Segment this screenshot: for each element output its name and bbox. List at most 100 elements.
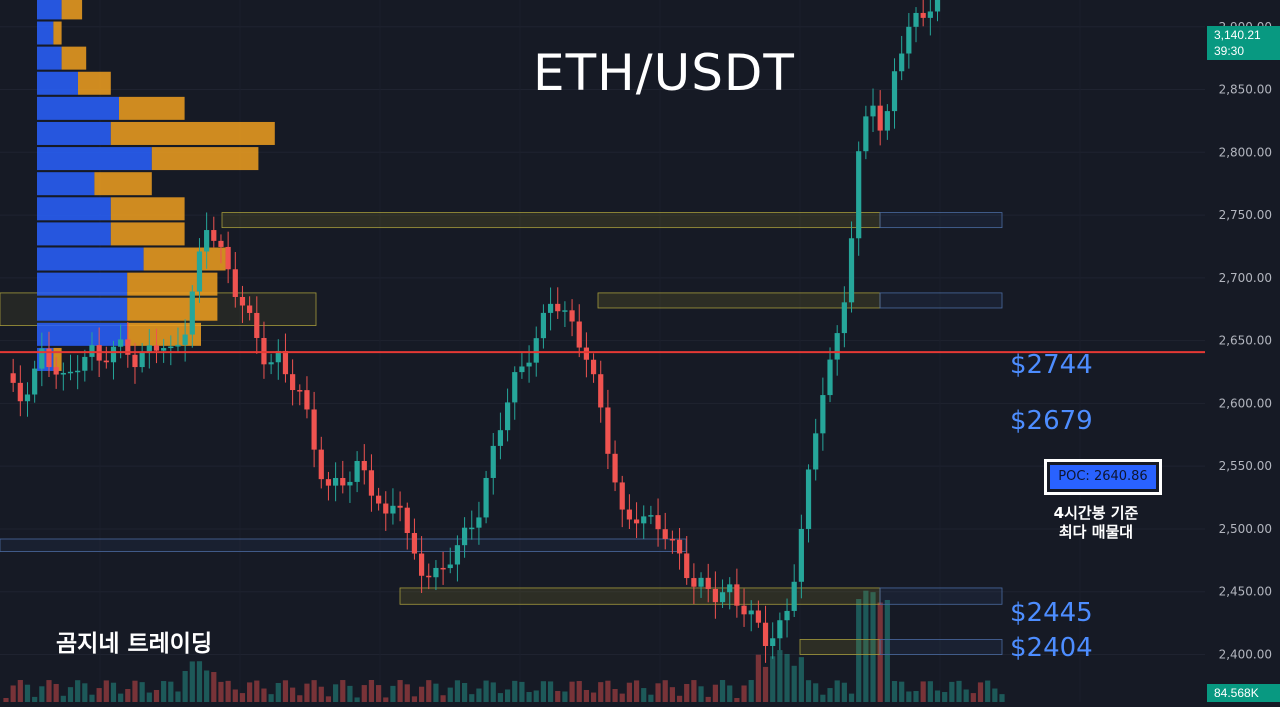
candle-body [641, 516, 647, 524]
volume-bar [447, 687, 453, 702]
candle-body [10, 373, 16, 383]
candle-body [254, 312, 260, 338]
volume-bar [712, 684, 718, 702]
level-label-2679: $2679 [1010, 406, 1093, 436]
candle-body [827, 359, 833, 396]
volume-bar [110, 682, 117, 702]
volume-bar [583, 689, 590, 702]
volume-bar [949, 681, 955, 702]
candle-body [626, 509, 632, 520]
candle-body [798, 528, 804, 582]
volume-bar [999, 694, 1005, 702]
volume-bar [820, 694, 826, 702]
price-tick-label: 2,800.00 [1219, 145, 1272, 159]
volume-bar [748, 680, 754, 702]
volume-bar [333, 684, 339, 702]
volume-bar [734, 697, 740, 702]
profile-buy-bar [37, 121, 111, 145]
candle-body [268, 362, 274, 365]
candle-body [132, 354, 138, 368]
candle-body [46, 348, 52, 368]
candle-body [60, 372, 66, 375]
candle-body [633, 519, 640, 524]
candle-body [576, 321, 582, 348]
volume-bar [96, 688, 102, 702]
volume-bar [741, 685, 747, 702]
candle-body [139, 351, 145, 368]
volume-bar [175, 691, 181, 702]
candle-body [17, 382, 23, 402]
volume-bar [418, 686, 425, 702]
profile-sell-bar [110, 197, 185, 221]
candle-body [684, 553, 690, 579]
volume-bar [920, 681, 926, 702]
level-zones [0, 212, 1003, 655]
volume-bar [856, 598, 862, 702]
volume-bar [469, 694, 475, 702]
level-label-2404: $2404 [1010, 633, 1093, 663]
volume-bar [132, 680, 138, 702]
candle-body [497, 430, 504, 446]
candle-body [848, 238, 855, 303]
candle-body [75, 370, 81, 373]
candle-body [913, 12, 919, 27]
level-zone [597, 292, 881, 309]
candle-body [368, 470, 375, 496]
volume-bar [985, 680, 991, 702]
candle-body [318, 449, 324, 480]
volume-bar [383, 697, 389, 702]
volume-bar [304, 683, 310, 702]
volume-bar [232, 689, 238, 702]
candle-body [347, 481, 353, 486]
candle-body [777, 620, 783, 639]
profile-sell-bar [94, 172, 152, 196]
volume-bar [777, 650, 783, 702]
volume-bar [791, 665, 797, 702]
candle-body [834, 333, 840, 360]
candle-body [476, 517, 482, 528]
volume-bar [669, 687, 675, 702]
candle-body [526, 362, 532, 367]
volume-bar [963, 689, 969, 702]
volume-bar [218, 681, 224, 702]
volume-bar [827, 688, 833, 702]
price-tick-label: 2,400.00 [1219, 648, 1272, 662]
volume-bar [89, 694, 95, 702]
volume-bar [454, 680, 461, 702]
candle-body [53, 367, 59, 375]
candle-body [32, 368, 38, 395]
level-zone [799, 639, 881, 655]
candle-body [146, 345, 152, 352]
candle-body [820, 395, 826, 434]
level-zone [221, 212, 881, 229]
volume-bar [784, 653, 790, 702]
candle-body [504, 402, 511, 431]
candle-body [182, 334, 188, 345]
volume-bar [340, 680, 346, 702]
profile-buy-bar [37, 172, 95, 196]
candle-body [813, 433, 819, 470]
watermark: 곰지네 트레이딩 [56, 631, 213, 657]
volume-bar [483, 680, 489, 702]
profile-buy-bar [37, 96, 119, 120]
volume-bar [662, 680, 668, 702]
volume-bar [555, 690, 561, 702]
candle-body [547, 303, 554, 313]
candle-body [662, 529, 668, 539]
volume-bar [476, 688, 482, 702]
candle-body [225, 246, 231, 270]
level-zone-extension [879, 212, 1003, 229]
level-label-2445: $2445 [1010, 598, 1093, 628]
volume-bar [32, 696, 38, 702]
volume-bar [247, 682, 253, 702]
candle-body [934, 0, 941, 12]
volume-bar [504, 689, 511, 702]
candle-body [791, 581, 797, 611]
volume-bar [397, 680, 403, 702]
candle-body [67, 371, 74, 374]
candle-body [433, 567, 439, 578]
volume-bar [691, 680, 697, 702]
volume-bar [605, 680, 611, 702]
volume-bar [490, 682, 496, 702]
